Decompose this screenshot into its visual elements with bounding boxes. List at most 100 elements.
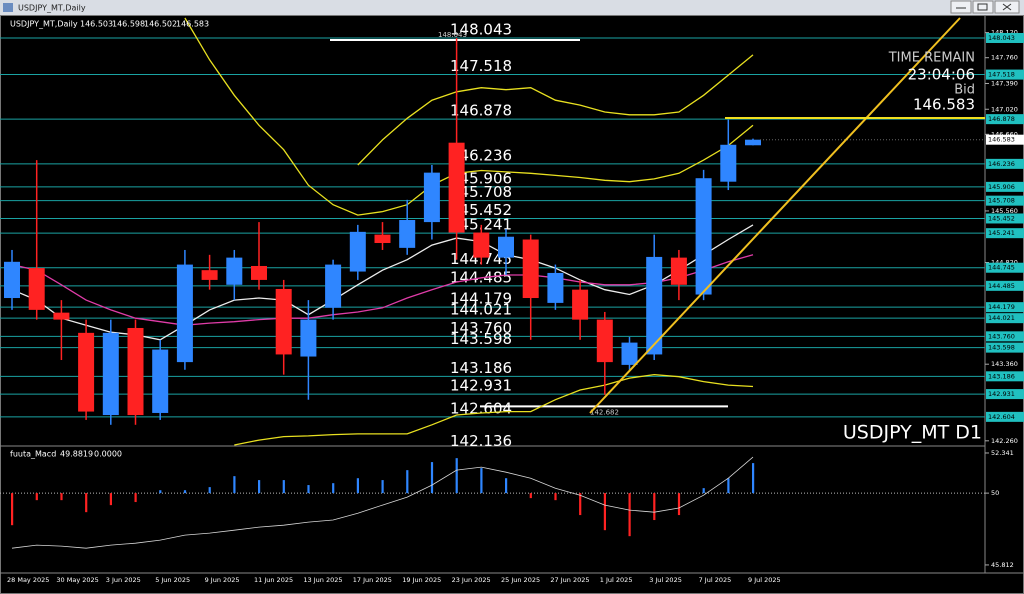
level-tag: [986, 195, 1024, 206]
trend-line: [589, 17, 961, 414]
y-tick-label: 144.820: [991, 258, 1018, 266]
level-tag-label: 147.518: [988, 71, 1015, 79]
histogram-bar: [727, 478, 730, 494]
level-tag: [986, 114, 1024, 125]
candle-body: [399, 220, 416, 248]
candle-body: [522, 239, 539, 299]
y-tick-label: 146.660: [991, 130, 1018, 138]
level-tag-label: 143.186: [988, 372, 1015, 380]
level-tag-label: 148.043: [988, 34, 1015, 42]
histogram-bar: [282, 480, 285, 494]
y-tick-label: 143.360: [991, 360, 1018, 368]
high-marker-label: 148.043: [438, 31, 467, 39]
level-label: 142.931: [450, 377, 512, 395]
x-tick-label: 25 Jun 2025: [501, 576, 540, 584]
histogram-bar: [603, 493, 606, 531]
y-tick-label: 148.120: [991, 29, 1018, 37]
level-tag-label: 146.236: [988, 160, 1015, 168]
candle-body: [498, 236, 514, 258]
candle-body: [374, 234, 391, 243]
maximize-button[interactable]: [972, 0, 994, 14]
level-label: 144.021: [450, 301, 512, 319]
bid-tag-label: 146.583: [988, 136, 1015, 144]
level-tag: [986, 331, 1024, 342]
level-label: 148.043: [450, 20, 512, 38]
level-tag: [986, 389, 1024, 400]
indicator-line: [234, 373, 754, 446]
x-tick-label: 9 Jul 2025: [748, 576, 781, 584]
x-tick-label: 17 Jun 2025: [353, 576, 392, 584]
histogram-bar: [258, 480, 261, 494]
level-label: 143.598: [450, 330, 512, 348]
bid-tag: [986, 134, 1024, 145]
candle-body: [152, 349, 169, 413]
time-remain: 23:04:06: [908, 66, 975, 84]
histogram-bar: [35, 493, 38, 501]
maximize-glyph: [977, 3, 988, 11]
candle-body: [349, 231, 366, 272]
window-title: USDJPY_MT,Daily: [18, 4, 86, 13]
time-remain-label: TIME REMAIN: [888, 51, 975, 66]
candle-body: [300, 319, 317, 357]
level-label: 145.452: [450, 201, 512, 219]
candle-body: [78, 332, 95, 412]
window-icon: [3, 3, 13, 12]
level-tag: [986, 313, 1024, 324]
y-tick-label: 147.390: [991, 79, 1018, 87]
level-tag-label: 145.452: [988, 214, 1015, 222]
candle-body: [251, 265, 267, 280]
candle-body: [473, 232, 490, 258]
title-bar: [0, 0, 1024, 15]
level-label: 145.241: [450, 216, 512, 234]
y-tick-label: 147.760: [991, 54, 1018, 62]
symbol-label: USDJPY_MT D1: [843, 422, 982, 444]
histogram-bar: [702, 488, 705, 494]
ohlc-open: 146.503: [80, 20, 113, 29]
x-tick-label: 13 Jun 2025: [303, 576, 342, 584]
candle-body: [745, 139, 761, 146]
level-tag-label: 142.931: [988, 390, 1015, 398]
x-tick-label: 19 Jun 2025: [402, 576, 441, 584]
minimize-button[interactable]: [950, 0, 972, 14]
y-tick-label: 142.260: [991, 437, 1018, 445]
indicator-line: [357, 54, 754, 166]
histogram-bar: [208, 487, 211, 494]
candle-body: [127, 327, 144, 416]
x-tick-label: 28 May 2025: [7, 576, 49, 584]
histogram-bar: [653, 493, 656, 521]
indicator-name: fuuta_Macd: [10, 450, 56, 459]
y-tick-label: 145.560: [991, 207, 1018, 215]
ohlc-high: 146.598: [112, 20, 145, 29]
level-label: 143.186: [450, 359, 512, 377]
close-glyph: [1002, 3, 1012, 11]
level-tag-label: 144.485: [988, 282, 1015, 290]
candle-body: [695, 178, 712, 295]
histogram-bar: [307, 485, 310, 494]
x-tick-label: 30 May 2025: [56, 576, 98, 584]
candle-body: [547, 272, 564, 303]
ohlc-low: 146.502: [144, 20, 177, 29]
candle-body: [4, 261, 20, 299]
histogram-bar: [579, 493, 582, 516]
candle-body: [176, 264, 193, 363]
histogram-bar: [554, 493, 557, 501]
level-tag: [986, 181, 1024, 192]
x-tick-label: 1 Jul 2025: [600, 576, 633, 584]
candle-body: [102, 332, 119, 416]
histogram-bar: [529, 493, 532, 499]
bid-value: 146.583: [913, 96, 975, 114]
level-tag: [986, 32, 1024, 43]
histogram-bar: [406, 470, 409, 494]
level-tag: [986, 371, 1024, 382]
candle-body: [596, 319, 613, 363]
level-tag-label: 146.878: [988, 115, 1015, 123]
level-tag: [986, 342, 1024, 353]
level-tag: [986, 158, 1024, 169]
indicator-line: [11, 254, 754, 326]
candle-body: [720, 144, 737, 182]
level-tag-label: 144.021: [988, 314, 1015, 322]
level-label: 146.236: [450, 146, 512, 164]
histogram-bar: [183, 490, 187, 494]
signal-line: [11, 456, 754, 549]
x-tick-label: 27 Jun 2025: [550, 576, 589, 584]
